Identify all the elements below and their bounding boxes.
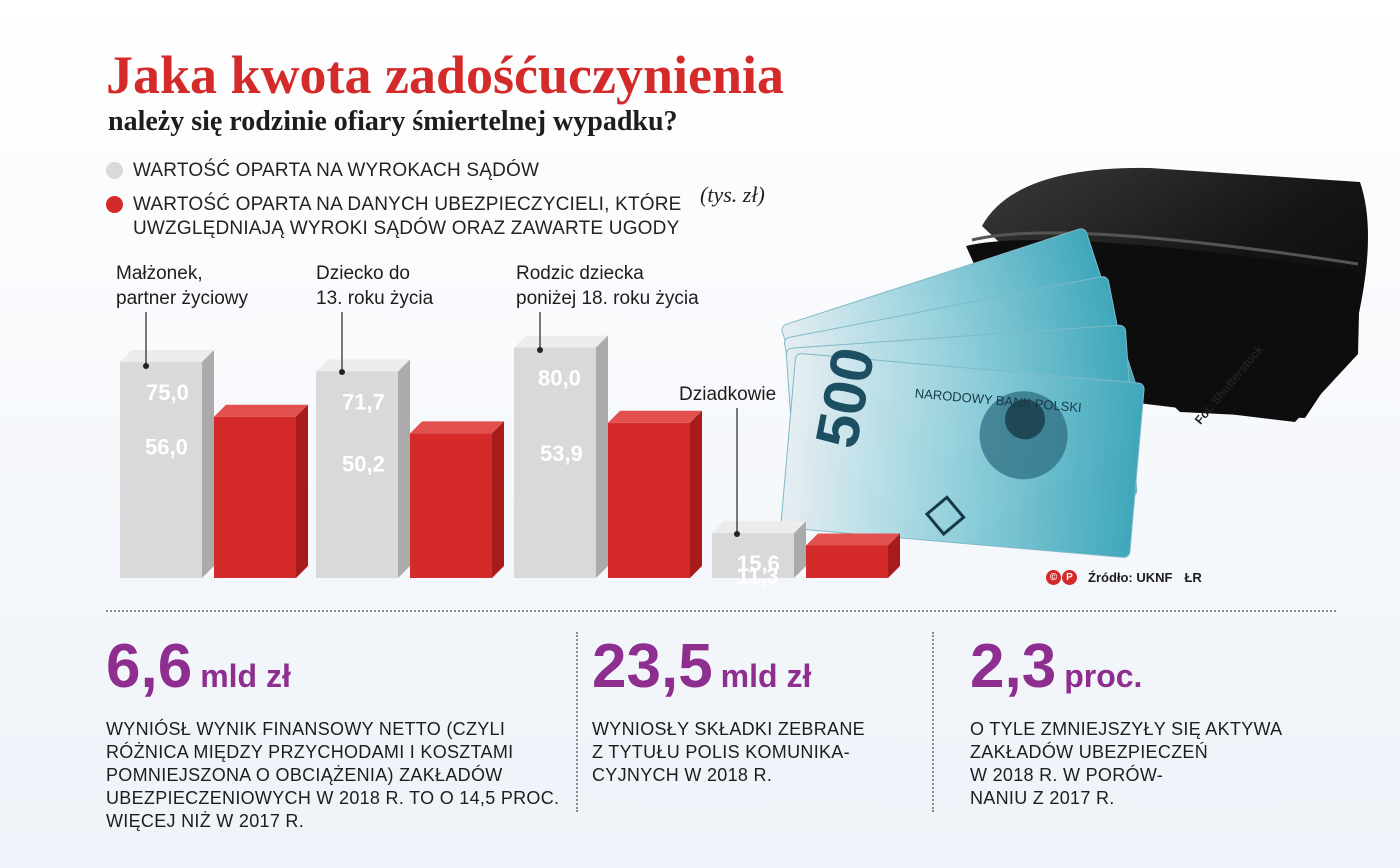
- chart-legend: WARTOŚĆ OPARTA NA WYROKACH SĄDÓW WARTOŚĆ…: [106, 159, 686, 251]
- publisher-logo-letter: P: [1062, 570, 1077, 585]
- author-initials: ŁR: [1184, 570, 1202, 585]
- legend-dot-gray-icon: [106, 162, 123, 179]
- stat-unit: mld zł: [200, 658, 291, 694]
- stat-unit: mld zł: [720, 658, 812, 694]
- bar-side-s1-c0: [296, 404, 308, 578]
- leader-dot-0: [143, 363, 149, 369]
- bar-top-s1-c1: [410, 421, 504, 434]
- stat-description: WYNIOSŁY SKŁADKI ZEBRANE Z TYTUŁU POLIS …: [592, 719, 865, 785]
- source-line: © P Źródło: UKNF ŁR: [1046, 570, 1202, 585]
- data-label-s1-c2: 53,9: [540, 441, 583, 466]
- bar-s1-c3: [806, 545, 888, 578]
- legend-item-courts: WARTOŚĆ OPARTA NA WYROKACH SĄDÓW: [106, 159, 686, 183]
- stat-value: 2,3: [970, 632, 1057, 701]
- bar-top-s0-c2: [514, 335, 608, 348]
- legend-label-insurers: WARTOŚĆ OPARTA NA DANYCH UBEZPIECZYCIELI…: [133, 194, 682, 239]
- bar-side-s0-c2: [596, 335, 608, 578]
- page-subtitle: należy się rodzinie ofiary śmiertelnej w…: [108, 106, 678, 137]
- stat-value: 6,6: [106, 632, 193, 701]
- data-label-s0-c0: 75,0: [146, 380, 189, 405]
- unit-label: (tys. zł): [700, 182, 765, 207]
- bar-side-s1-c2: [690, 410, 702, 578]
- bar-side-s1-c3: [888, 533, 900, 578]
- legend-label-courts: WARTOŚĆ OPARTA NA WYROKACH SĄDÓW: [133, 160, 540, 181]
- stat-net-result: 6,6 mld zł WYNIÓSŁ WYNIK FINANSOWY NETTO …: [106, 632, 566, 833]
- source-text: Źródło: UKNF: [1088, 570, 1173, 585]
- copyright-logo-letter: ©: [1046, 570, 1061, 585]
- legend-dot-red-icon: [106, 196, 123, 213]
- category-label-grandparents: Dziadkowie: [679, 384, 777, 405]
- stat-description: WYNIÓSŁ WYNIK FINANSOWY NETTO (CZYLI RÓŻ…: [106, 719, 560, 831]
- bar-s0-c0: [120, 362, 202, 578]
- stat-assets: 2,3 proc. O TYLE ZMNIEJSZYŁY SIĘ AKTYWA Z…: [970, 632, 1340, 810]
- stat-premiums: 23,5 mld zł WYNIOSŁY SKŁADKI ZEBRANE Z TY…: [592, 632, 922, 787]
- vertical-divider-1: [576, 632, 578, 812]
- category-label-child: Dziecko do 13. roku życia: [316, 263, 434, 309]
- bar-side-s0-c3: [794, 521, 806, 578]
- data-label-s0-c1: 71,7: [342, 390, 385, 415]
- bar-top-s0-c1: [316, 359, 410, 372]
- bar-s0-c3: [712, 533, 794, 578]
- leader-dot-1: [339, 369, 345, 375]
- data-label-s0-c2: 80,0: [538, 366, 581, 391]
- bar-side-s1-c1: [492, 421, 504, 578]
- bar-top-s0-c0: [120, 350, 214, 362]
- category-label-spouse: Małżonek, partner życiowy: [116, 263, 248, 309]
- bar-side-s0-c1: [398, 359, 410, 578]
- data-label-s1-c3: 11,3: [737, 563, 779, 588]
- stat-value: 23,5: [592, 632, 713, 701]
- bar-top-s1-c0: [214, 404, 308, 417]
- data-label-s1-c0: 56,0: [145, 435, 188, 460]
- stat-headline: 2,3 proc.: [970, 632, 1340, 702]
- data-label-s1-c1: 50,2: [342, 451, 385, 476]
- bar-s0-c2: [514, 347, 596, 578]
- publisher-logo-icon: © P: [1046, 570, 1078, 585]
- data-label-s0-c3: 15,6: [737, 551, 780, 576]
- legend-item-insurers: WARTOŚĆ OPARTA NA DANYCH UBEZPIECZYCIELI…: [106, 193, 686, 241]
- bar-s1-c1: [410, 433, 492, 578]
- leader-dot-2: [537, 347, 543, 353]
- bar-s1-c2: [608, 422, 690, 578]
- horizontal-divider: [106, 610, 1336, 612]
- bar-top-s1-c3: [806, 533, 900, 546]
- bar-side-s0-c0: [202, 350, 214, 578]
- category-label-parent: Rodzic dziecka poniżej 18. roku życia: [516, 263, 699, 309]
- bar-s0-c1: [316, 371, 398, 578]
- leader-dot-3: [734, 531, 740, 537]
- stat-unit: proc.: [1064, 658, 1143, 694]
- bar-top-s0-c3: [712, 521, 806, 534]
- vertical-divider-2: [932, 632, 934, 812]
- stat-headline: 6,6 mld zł: [106, 632, 566, 702]
- page-title: Jaka kwota zadośćuczynienia: [106, 45, 785, 105]
- wallet-banknotes-photo: 500 NARODOWY BANK POLSKI: [780, 167, 1368, 558]
- stat-description: O TYLE ZMNIEJSZYŁY SIĘ AKTYWA ZAKŁADÓW U…: [970, 719, 1283, 808]
- stat-headline: 23,5 mld zł: [592, 632, 922, 702]
- bar-top-s1-c2: [608, 410, 702, 423]
- bar-s1-c0: [214, 416, 296, 578]
